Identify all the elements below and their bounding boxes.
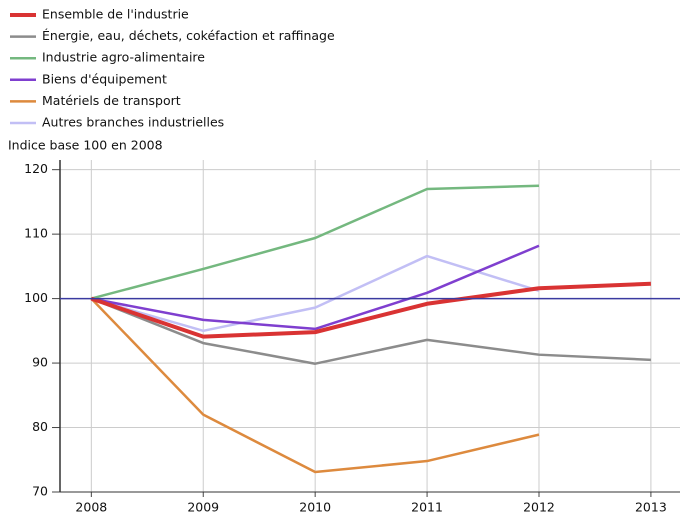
x-tick-label: 2010 [299,500,331,515]
legend-label: Énergie, eau, déchets, cokéfaction et ra… [42,28,335,43]
y-tick-label: 90 [32,355,48,370]
y-tick-label: 80 [32,419,48,434]
legend-label: Industrie agro-alimentaire [42,50,205,65]
y-tick-label: 100 [24,290,48,305]
series-line [90,281,651,339]
legend-label: Autres branches industrielles [42,115,224,130]
series-line [91,244,540,331]
series-line [90,254,540,333]
y-axis-label: Indice base 100 en 2008 [8,138,163,153]
legend-label: Ensemble de l'industrie [42,7,189,22]
legend-label: Matériels de transport [42,93,181,108]
x-tick-label: 2011 [411,500,443,515]
x-tick-label: 2012 [523,500,555,515]
series-line [91,184,540,300]
y-tick-label: 110 [24,226,48,241]
x-tick-label: 2008 [75,500,107,515]
y-tick-label: 120 [24,161,48,176]
series-line [90,297,540,474]
legend-label: Biens d'équipement [42,71,167,86]
x-tick-label: 2009 [187,500,219,515]
x-tick-label: 2013 [635,500,667,515]
series-line [90,297,651,365]
y-tick-label: 70 [32,484,48,499]
